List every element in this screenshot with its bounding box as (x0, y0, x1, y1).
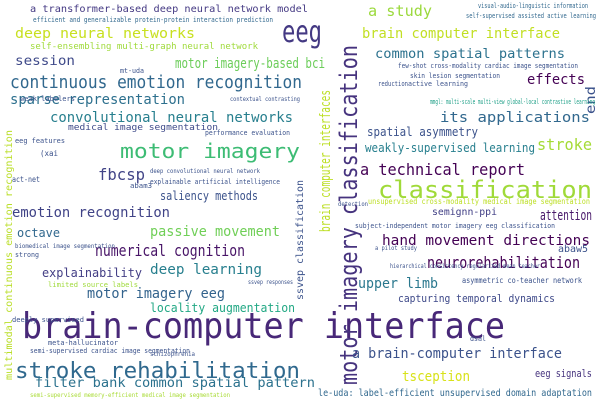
word: detection (338, 201, 368, 208)
word: locality augmentation (150, 301, 295, 315)
word: eeg signals (535, 367, 592, 380)
word: its applications (440, 110, 590, 126)
word: continuous emotion recognition (10, 72, 302, 93)
word: hand movement directions (382, 233, 590, 249)
word: brain-computer interface (22, 306, 505, 347)
word: abam3 (130, 182, 152, 190)
word: upper limb (358, 276, 438, 292)
word: common spatial patterns (375, 47, 565, 62)
word: semi-supervised cardiac image segmentati… (30, 347, 190, 355)
word: deep convolutional neural network (150, 168, 260, 175)
word: asymmetric co-teacher network (462, 276, 582, 285)
word: subject-independent motor imagery eeg cl… (355, 222, 555, 230)
word: meta-hallucinator (48, 339, 118, 347)
word: contextual contrasting (230, 96, 300, 103)
word: sparse representation (10, 92, 185, 108)
word: neurorehabilitation (427, 253, 580, 272)
word: weak labelers (20, 95, 75, 103)
word: a brain-computer interface (352, 346, 562, 362)
word: medical image segmentation (68, 123, 218, 133)
word: eeg (282, 15, 322, 50)
word: motor imagery (120, 139, 300, 163)
word: octave (17, 226, 60, 240)
word: act-net (12, 175, 40, 184)
word: spatial asymmetry (367, 125, 478, 139)
word: deep neural networks (15, 26, 195, 42)
word: explainability (42, 266, 142, 280)
word: passive movement (150, 224, 280, 240)
word: multimodal continuous emotion recognitio… (4, 130, 15, 380)
word: fbcsp (98, 165, 145, 184)
word: a pilot study (375, 245, 417, 252)
word: limited source labels (48, 281, 138, 289)
word: a study (368, 2, 432, 20)
word: biomedical image segmentation (15, 243, 115, 250)
word: deeply supervised (12, 316, 84, 324)
word: visual-audio-linguistic information (478, 2, 588, 10)
word: a technical report (360, 160, 525, 179)
word: attention (540, 208, 592, 224)
word: capturing temporal dynamics (398, 292, 555, 305)
word: explainable artificial intelligence (150, 178, 280, 186)
word: deep learning (150, 262, 262, 278)
word: stroke (537, 135, 592, 154)
word: hierarchical consistency regularized mea… (390, 263, 540, 270)
word: self-ensembling multi-graph neural netwo… (30, 42, 259, 52)
word: (xai (40, 149, 58, 158)
word: convolutional neural networks (50, 110, 293, 126)
word: semi-supervised memory-efficient medical… (30, 392, 230, 399)
word: a transformer-based deep neural network … (30, 4, 308, 15)
word: semignn-ppi (432, 207, 497, 218)
word: emotion recognition (12, 205, 170, 221)
word: tsception (402, 369, 470, 385)
word: filter bank common spatial pattern (35, 376, 315, 391)
word: efficient and generalizable protein-prot… (33, 16, 273, 24)
word: le-uda: label-efficient unsupervised dom… (318, 388, 592, 399)
word: brain computer interface (362, 26, 560, 42)
word: effects (527, 72, 585, 88)
word: few-shot cross-modality cardiac image se… (398, 62, 578, 70)
word: schizophrenia (150, 351, 195, 358)
word: reduction (378, 80, 408, 88)
word: mt-uda (120, 67, 144, 75)
word: active learning (408, 80, 468, 88)
word: strong (15, 251, 39, 259)
word: mmgl: multi-scale multi-view global-loca… (430, 98, 595, 106)
word: brain computer interfaces (318, 90, 334, 232)
word: skin lesion segmentation (410, 72, 500, 80)
word: session (15, 54, 75, 69)
word: stroke rehabilitation (15, 359, 300, 384)
word: abaw5 (558, 244, 588, 255)
word: saliency methods (160, 189, 258, 203)
word: self-supervised assisted active learning (466, 12, 596, 20)
word: classification (378, 176, 592, 204)
word: numerical cognition (95, 241, 245, 260)
word: ssvep classification (295, 180, 306, 300)
word: ssvep responses (248, 279, 293, 286)
word: dsal (470, 335, 486, 343)
word: motor imagery-based bci (175, 56, 325, 72)
word: end (584, 86, 599, 114)
word: unsupervised cross-modality medical imag… (368, 197, 590, 206)
word: motor imagery classification (335, 45, 363, 385)
word: performance evaluation (205, 129, 290, 137)
word: weakly-supervised learning (365, 141, 535, 155)
word: motor imagery eeg (87, 286, 225, 302)
word: eeg features (15, 137, 65, 145)
